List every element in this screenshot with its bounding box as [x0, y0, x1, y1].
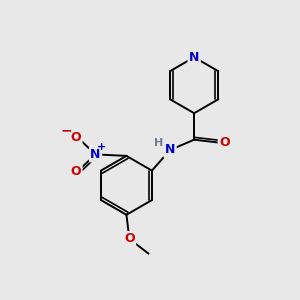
Text: H: H	[154, 138, 164, 148]
Text: N: N	[165, 143, 175, 157]
Text: N: N	[90, 148, 101, 161]
Text: O: O	[219, 136, 230, 149]
Text: O: O	[70, 165, 81, 178]
Text: +: +	[97, 142, 106, 152]
Text: N: N	[189, 51, 200, 64]
Text: −: −	[60, 124, 72, 138]
Text: O: O	[124, 232, 135, 245]
Text: O: O	[70, 131, 81, 144]
